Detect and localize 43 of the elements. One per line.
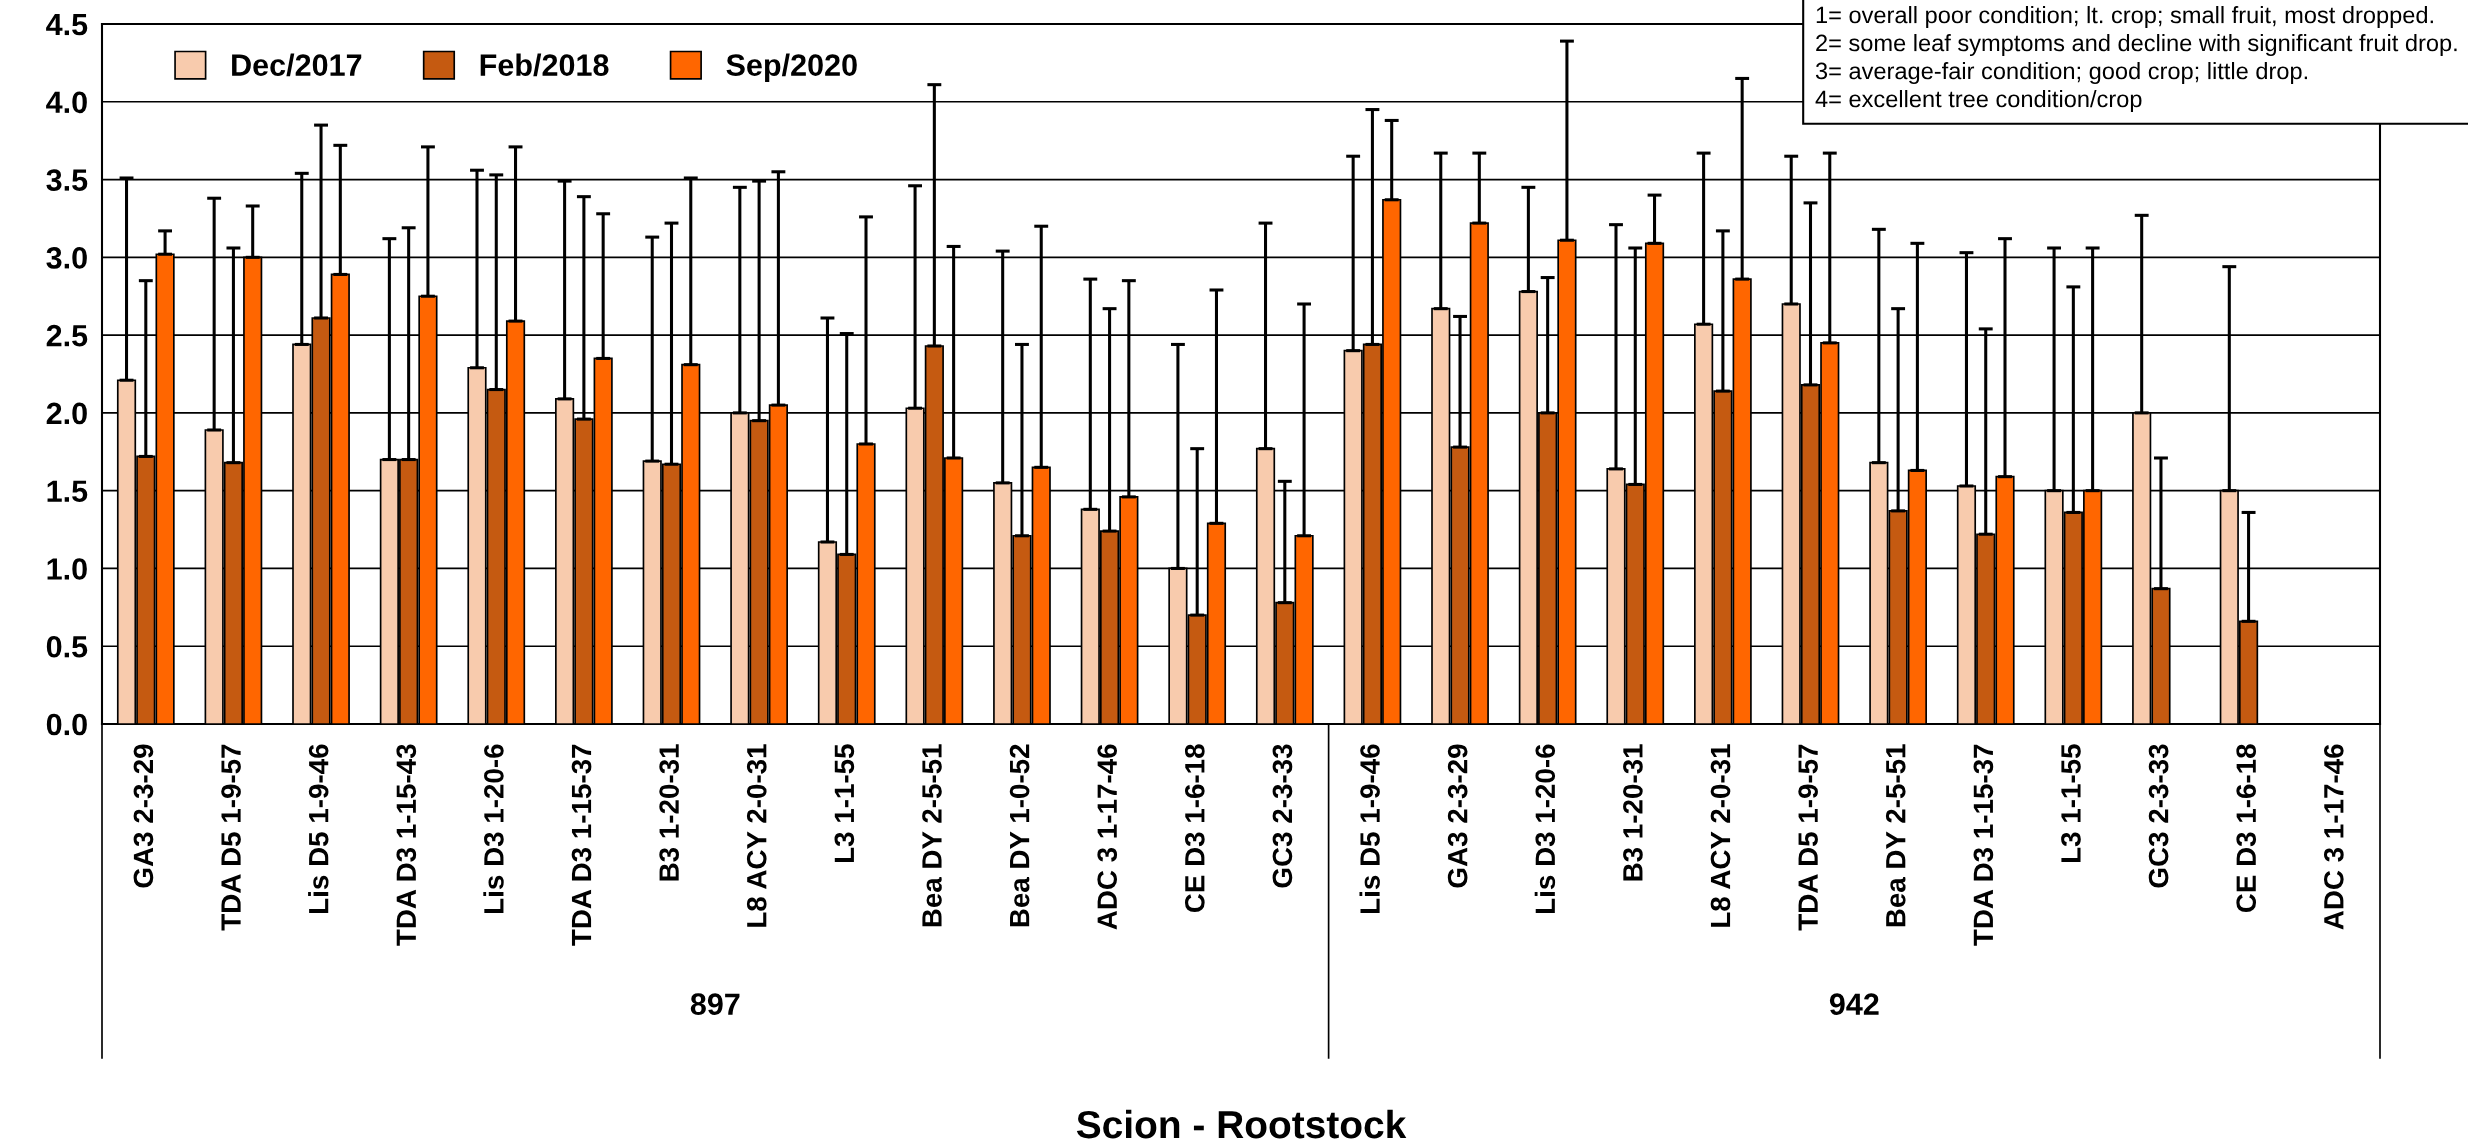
legend-label: Sep/2020 xyxy=(726,53,857,82)
x-tick-label: Lis D5 1-9-46 xyxy=(308,744,329,913)
y-tick-label: 4.5 xyxy=(46,14,88,36)
y-tick-label: 2.5 xyxy=(46,324,88,347)
x-tick-label: TDA D5 1-9-57 xyxy=(1798,744,1818,931)
x-tick-label: Lis D3 1-20-6 xyxy=(483,744,504,913)
x-tick-label: B3 1-20-31 xyxy=(1623,744,1643,881)
x-tick-label: TDA D3 1-15-37 xyxy=(1973,744,1994,946)
legend-label: Feb/2018 xyxy=(480,53,609,77)
annotation: 1= overall poor condition; lt. crop; small fruit, most dropped. 2= some leaf symptoms and decline with significant fruit drop. 3= average-fair condition; good crop; little drop. 4= excellent tree condition/crop xyxy=(1815,6,2457,113)
y-tick-label: 2.0 xyxy=(46,402,87,425)
x-tick-label: Lis D5 1-9-46 xyxy=(1359,744,1380,913)
y-tick-label: 4.0 xyxy=(46,91,87,114)
x-tick-label: TDA D3 1-15-43 xyxy=(396,744,417,946)
x-tick-label: Lis D3 1-20-6 xyxy=(1534,744,1556,913)
x-tick-label: ADC 3 1-17-46 xyxy=(2323,744,2344,930)
x-tick-label: CE D3 1-6-18 xyxy=(2236,744,2257,913)
y-tick-label: 0.0 xyxy=(46,713,87,736)
x-tick-label: GC3 2-3-33 xyxy=(1272,744,1293,888)
y-tick-label: 1.0 xyxy=(47,558,87,580)
legend-label: Dec/2017 xyxy=(232,53,362,77)
x-tick-label: TDA D3 1-15-37 xyxy=(571,744,592,946)
x-tick-label: L3 1-1-55 xyxy=(834,744,855,862)
text: 942 xyxy=(1829,993,1879,1015)
x-tick-label: L8 ACY 2-0-31 xyxy=(746,744,767,927)
x-tick-label: Bea DY 2-5-51 xyxy=(922,744,942,927)
x-tick-label: Bea DY 1-0-52 xyxy=(1009,744,1030,927)
x-tick-label: GA3 2-3-29 xyxy=(1447,744,1468,888)
y-tick-label: 3.5 xyxy=(46,169,88,191)
x-tick-label: CE D3 1-6-18 xyxy=(1184,744,1205,913)
y-tick-label: 1.5 xyxy=(47,480,88,503)
x-tick-label: L3 1-1-55 xyxy=(2061,744,2081,862)
x-tick-label: Bea DY 2-5-51 xyxy=(1885,744,1906,927)
y-tick-label: 0.5 xyxy=(46,635,88,658)
x-tick-label: B3 1-20-31 xyxy=(659,744,679,881)
x-tick-label: GA3 2-3-29 xyxy=(133,744,154,888)
x-tick-label: L8 ACY 2-0-31 xyxy=(1710,744,1731,927)
x-tick-label: ADC 3 1-17-46 xyxy=(1097,744,1118,930)
text: 897 xyxy=(690,993,740,1015)
x-tick-label: TDA D5 1-9-57 xyxy=(221,744,241,931)
y-tick-label: 3.0 xyxy=(46,247,87,269)
x-axis-title: Scion - Rootstock xyxy=(1076,1109,1407,1139)
x-tick-label: GC3 2-3-33 xyxy=(2148,744,2169,888)
